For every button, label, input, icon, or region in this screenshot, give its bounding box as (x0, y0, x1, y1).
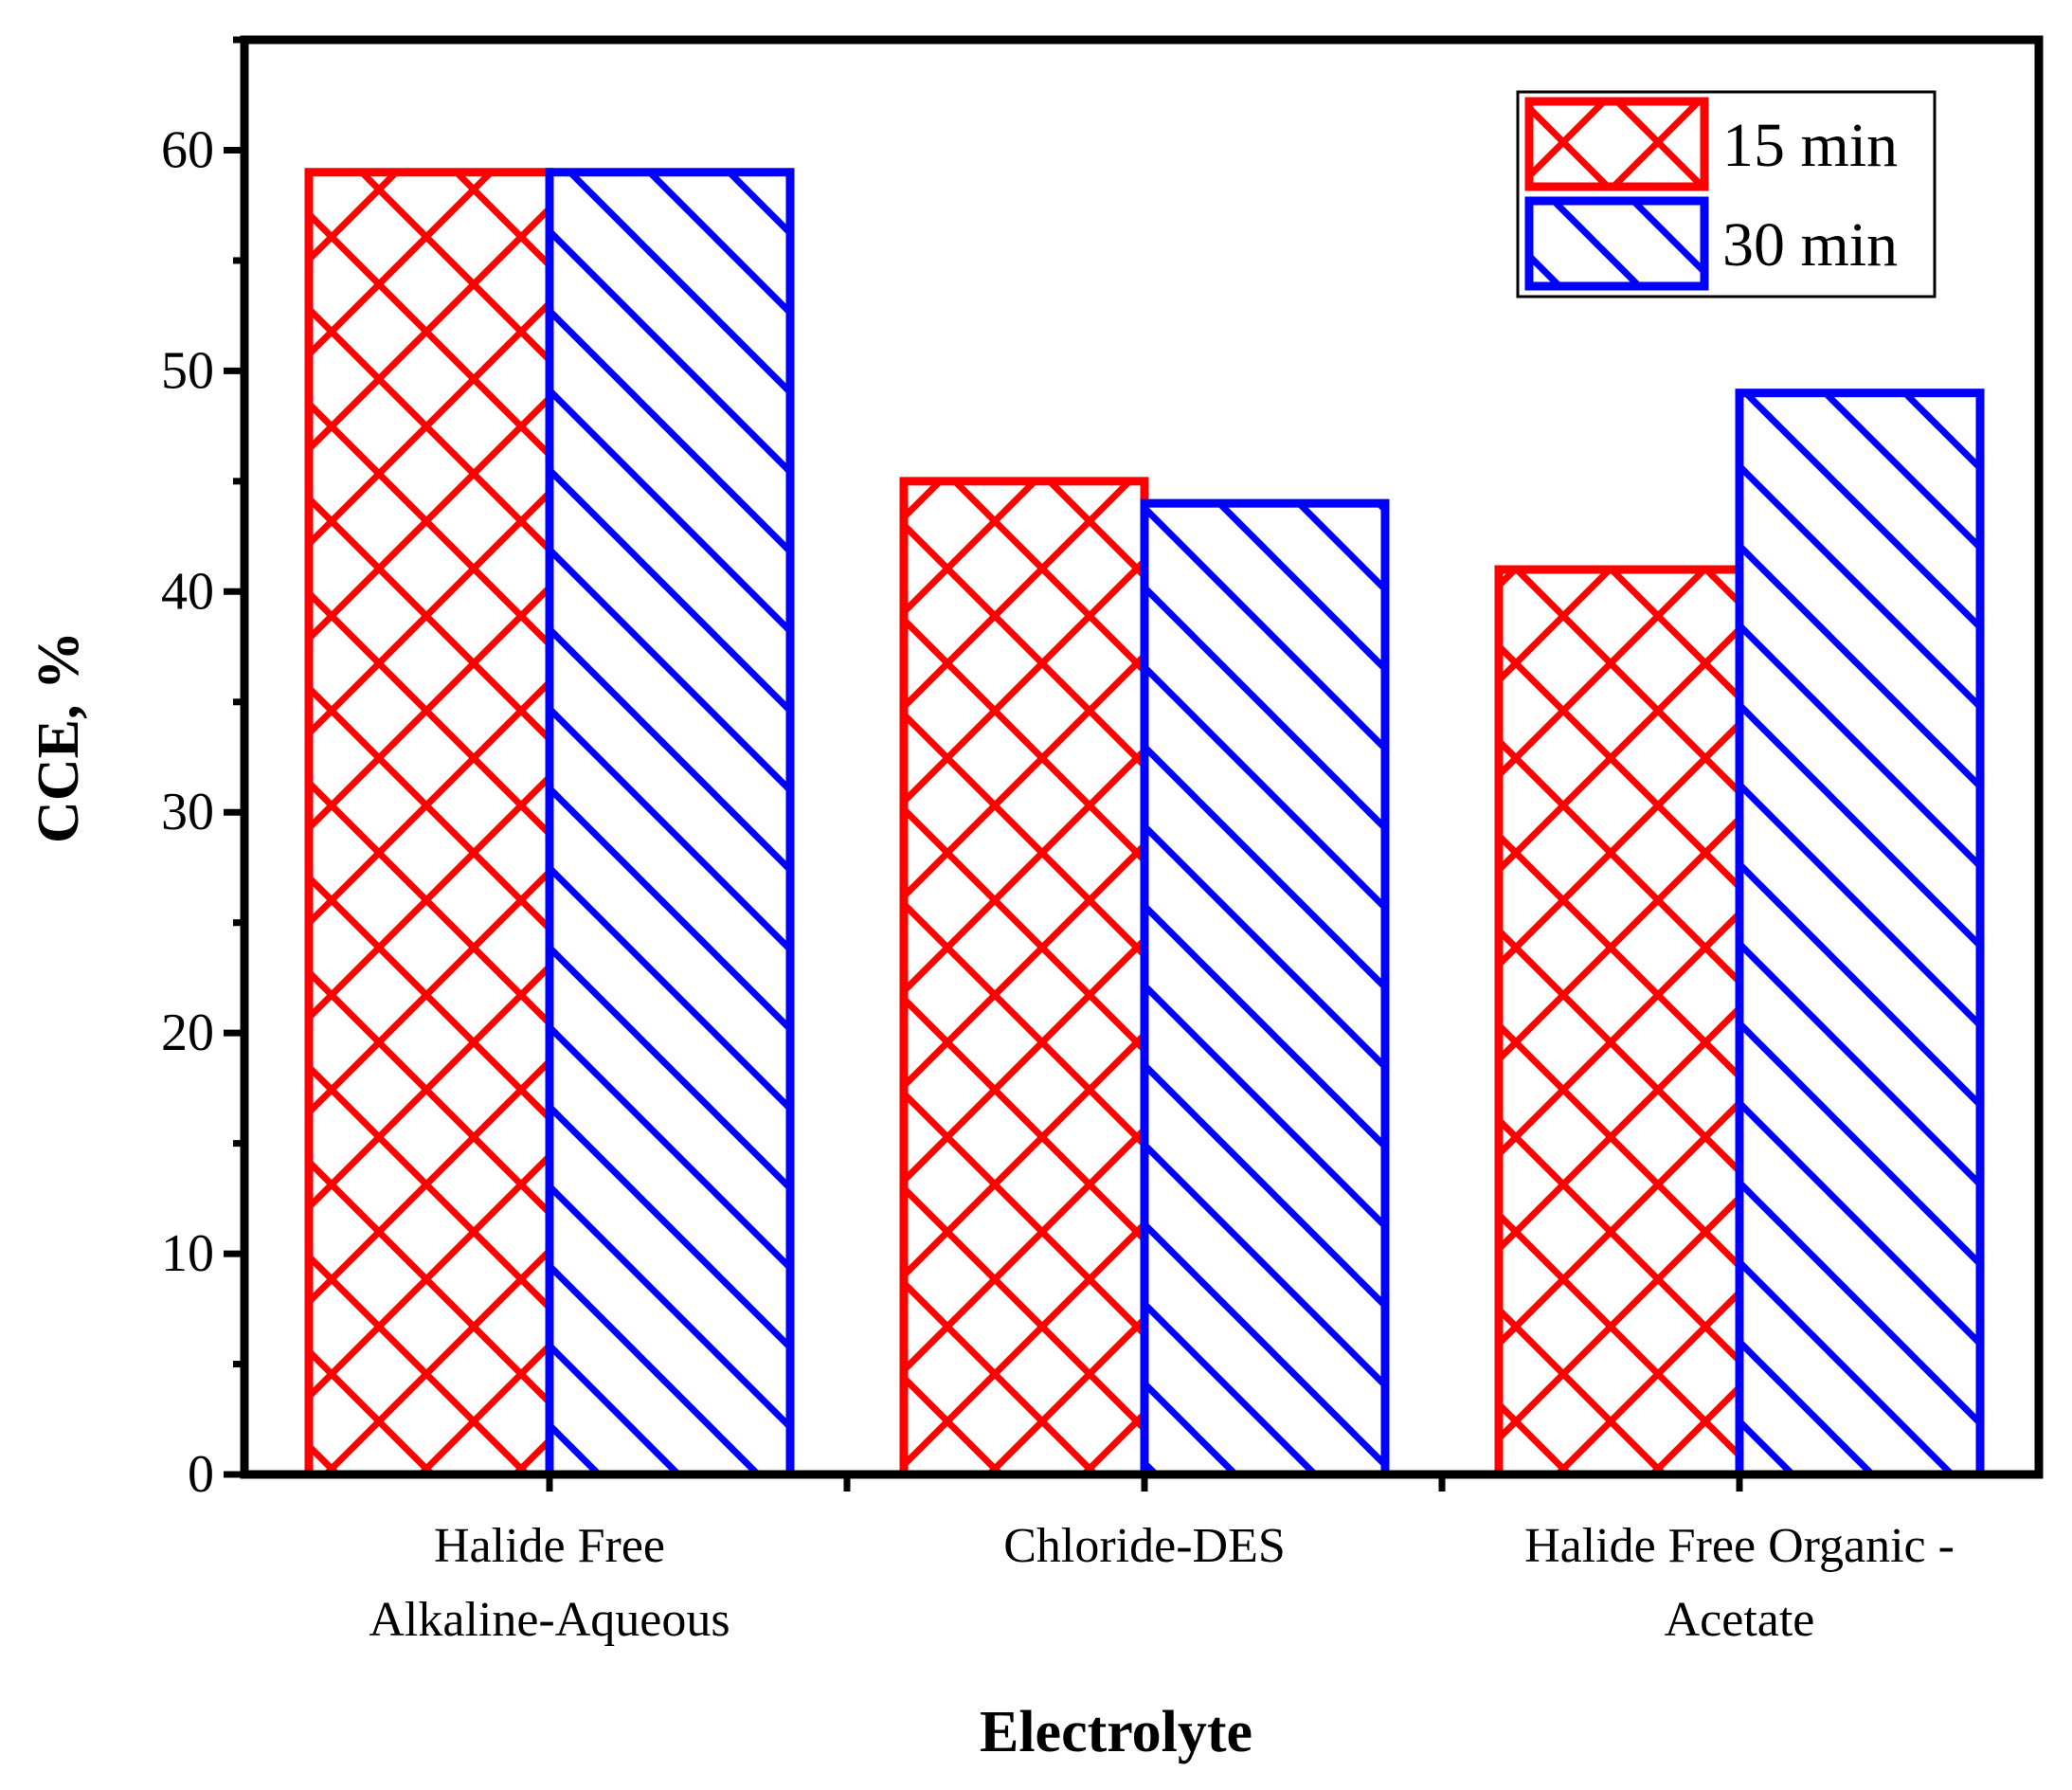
legend-swatch-15-min (1524, 97, 1709, 191)
y-tick-label: 30 (161, 783, 214, 841)
legend-swatch-30-min (1524, 196, 1709, 291)
y-tick-label: 10 (161, 1224, 214, 1283)
x-category-label: Halide Free Organic -Acetate (1524, 1519, 1955, 1647)
bar-15-min-cat-1 (304, 168, 554, 1479)
bar-15-min-cat-2 (899, 477, 1149, 1479)
y-tick-label: 60 (161, 120, 214, 179)
y-tick-label: 40 (161, 562, 214, 621)
bar-30-min-cat-3 (1735, 389, 1985, 1479)
y-axis-title: CCE, % (27, 631, 91, 843)
legend-label-30-min: 30 min (1722, 210, 1898, 280)
x-category-label: Halide Free Alkaline-Aqueous (369, 1519, 730, 1647)
bars-group (304, 168, 1985, 1479)
bar-30-min-cat-2 (1140, 498, 1390, 1479)
legend-label-15-min: 15 min (1722, 111, 1898, 180)
y-tick-label: 50 (161, 341, 214, 400)
legend: 15 min 30 min (1516, 90, 1937, 298)
y-tick-label: 20 (161, 1003, 214, 1062)
x-category-label: Chloride-DES (1003, 1519, 1286, 1573)
bar-15-min-cat-3 (1494, 565, 1744, 1479)
x-axis-title: Electrolyte (980, 1700, 1252, 1764)
bar-30-min-cat-1 (545, 168, 795, 1479)
axes-group: 0 10 20 30 40 50 60 Halide Free Alkaline-Aqueous… (161, 35, 2044, 1647)
y-tick-label: 0 (188, 1445, 214, 1504)
labels-group: Electrolyte CCE, % (27, 631, 1252, 1764)
